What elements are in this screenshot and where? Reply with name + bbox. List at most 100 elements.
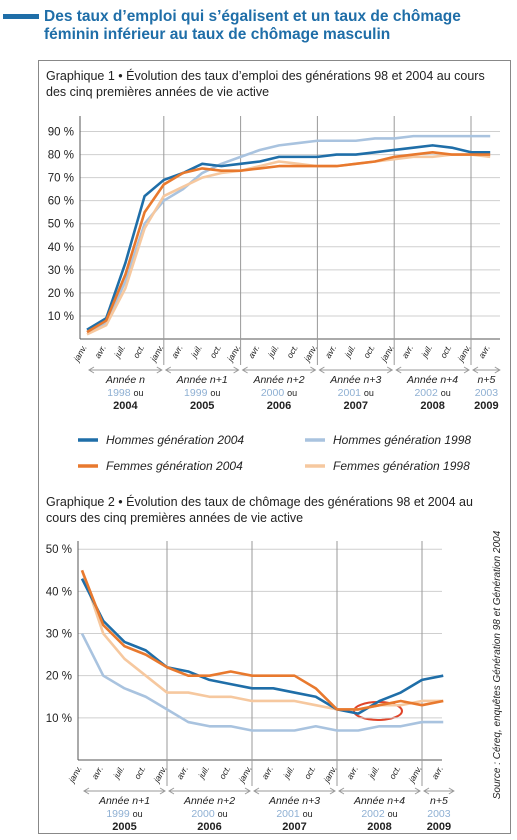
x-tick-label: oct. bbox=[217, 764, 233, 781]
arrow-head bbox=[423, 787, 455, 795]
separator: ou bbox=[388, 809, 398, 819]
x-tick-label: avr. bbox=[89, 764, 105, 781]
x-tick-label: juil. bbox=[342, 343, 358, 360]
period-label: Année n+2 bbox=[183, 795, 235, 807]
y-tick-label: 70 % bbox=[48, 173, 74, 185]
x-tick-label: avr. bbox=[323, 343, 339, 360]
chart-title: Graphique 2 • Évolution des taux de chôm… bbox=[46, 495, 473, 525]
series-line bbox=[86, 144, 491, 331]
x-tick-label: avr. bbox=[344, 764, 360, 781]
x-tick-label: avr. bbox=[400, 343, 416, 360]
x-tick-label: juil. bbox=[196, 764, 212, 781]
arrow-head bbox=[88, 366, 163, 374]
arrow-head bbox=[253, 787, 336, 795]
period-year: 2009 bbox=[474, 400, 498, 412]
x-tick-label: oct. bbox=[302, 764, 318, 781]
period-years: 2001 ou bbox=[276, 808, 312, 820]
x-tick-label: juil. bbox=[112, 343, 128, 360]
period-years: 2001 ou bbox=[338, 387, 374, 399]
arrow-head bbox=[83, 787, 166, 795]
y-tick-label: 30 % bbox=[46, 629, 72, 641]
period-label: n+5 bbox=[430, 795, 448, 807]
x-tick-label: juil. bbox=[366, 764, 382, 781]
alt-year: 2001 bbox=[276, 808, 300, 820]
x-tick-label: oct. bbox=[284, 343, 300, 360]
period-label: Année n+3 bbox=[268, 795, 320, 807]
period-year: 2005 bbox=[112, 821, 136, 833]
x-tick-label: janv. bbox=[321, 764, 339, 785]
y-tick-label: 40 % bbox=[48, 242, 74, 254]
x-tick-label: juil. bbox=[419, 343, 435, 360]
x-tick-label: janv. bbox=[151, 764, 169, 785]
x-tick-label: oct. bbox=[438, 343, 454, 360]
x-tick-label: janv. bbox=[406, 764, 424, 785]
y-tick-label: 20 % bbox=[46, 671, 72, 683]
y-tick-label: 90 % bbox=[48, 127, 74, 139]
period-label: Année n+3 bbox=[329, 374, 381, 386]
y-tick-label: 60 % bbox=[48, 196, 74, 208]
separator: ou bbox=[210, 388, 220, 398]
series-line bbox=[80, 569, 444, 711]
x-tick-label: janv. bbox=[236, 764, 254, 785]
x-tick-label: janv. bbox=[71, 343, 89, 364]
series-line bbox=[86, 150, 491, 334]
series-line bbox=[86, 153, 491, 336]
x-tick-label: avr. bbox=[259, 764, 275, 781]
separator: ou bbox=[303, 809, 313, 819]
y-tick-label: 20 % bbox=[48, 288, 74, 300]
x-tick-label: oct. bbox=[132, 764, 148, 781]
x-tick-label: juil. bbox=[265, 343, 281, 360]
legend-label: Hommes génération 2004 bbox=[106, 433, 244, 447]
series-line bbox=[80, 632, 444, 732]
x-tick-label: oct. bbox=[208, 343, 224, 360]
alt-year: 2000 bbox=[191, 808, 215, 820]
period-years: 2003 bbox=[475, 387, 499, 399]
legend-label: Hommes génération 1998 bbox=[333, 433, 471, 447]
period-year: 2004 bbox=[113, 400, 138, 412]
header-mark bbox=[3, 14, 39, 19]
period-years: 2002 ou bbox=[414, 387, 450, 399]
legend-label: Femmes génération 1998 bbox=[333, 459, 470, 473]
x-tick-label: janv. bbox=[66, 764, 84, 785]
period-years: 2000 ou bbox=[261, 387, 297, 399]
x-tick-label: avr. bbox=[429, 764, 445, 781]
y-tick-label: 50 % bbox=[46, 544, 72, 556]
x-tick-label: juil. bbox=[188, 343, 204, 360]
arrow-head bbox=[338, 787, 421, 795]
period-label: Année n+2 bbox=[252, 374, 304, 386]
period-label: Année n+1 bbox=[176, 374, 228, 386]
period-year: 2007 bbox=[282, 821, 306, 833]
alt-year: 2003 bbox=[427, 808, 451, 820]
x-tick-label: avr. bbox=[476, 343, 492, 360]
y-tick-label: 40 % bbox=[46, 586, 72, 598]
frame bbox=[38, 60, 511, 834]
x-tick-label: juil. bbox=[111, 764, 127, 781]
x-tick-label: janv. bbox=[378, 343, 396, 364]
x-tick-label: oct. bbox=[131, 343, 147, 360]
alt-year: 1999 bbox=[184, 387, 208, 399]
period-year: 2008 bbox=[367, 821, 391, 833]
alt-year: 2002 bbox=[414, 387, 438, 399]
series-line bbox=[80, 578, 444, 715]
period-year: 2007 bbox=[344, 400, 368, 412]
x-tick-label: avr. bbox=[246, 343, 262, 360]
y-tick-label: 80 % bbox=[48, 150, 74, 162]
x-tick-label: janv. bbox=[301, 343, 319, 364]
separator: ou bbox=[364, 388, 374, 398]
y-tick-label: 30 % bbox=[48, 265, 74, 277]
x-tick-label: oct. bbox=[387, 764, 403, 781]
period-years: 2002 ou bbox=[361, 808, 397, 820]
period-year: 2006 bbox=[197, 821, 221, 833]
period-label: Année n+4 bbox=[353, 795, 405, 807]
separator: ou bbox=[133, 809, 143, 819]
header-title: Des taux d’emploi qui s’égalisent et un … bbox=[44, 8, 461, 43]
x-tick-label: avr. bbox=[174, 764, 190, 781]
period-years: 1998 ou bbox=[107, 387, 143, 399]
period-year: 2009 bbox=[427, 821, 451, 833]
separator: ou bbox=[134, 388, 144, 398]
alt-year: 2002 bbox=[361, 808, 385, 820]
arrow-head bbox=[318, 366, 394, 374]
x-tick-label: janv. bbox=[225, 343, 243, 364]
